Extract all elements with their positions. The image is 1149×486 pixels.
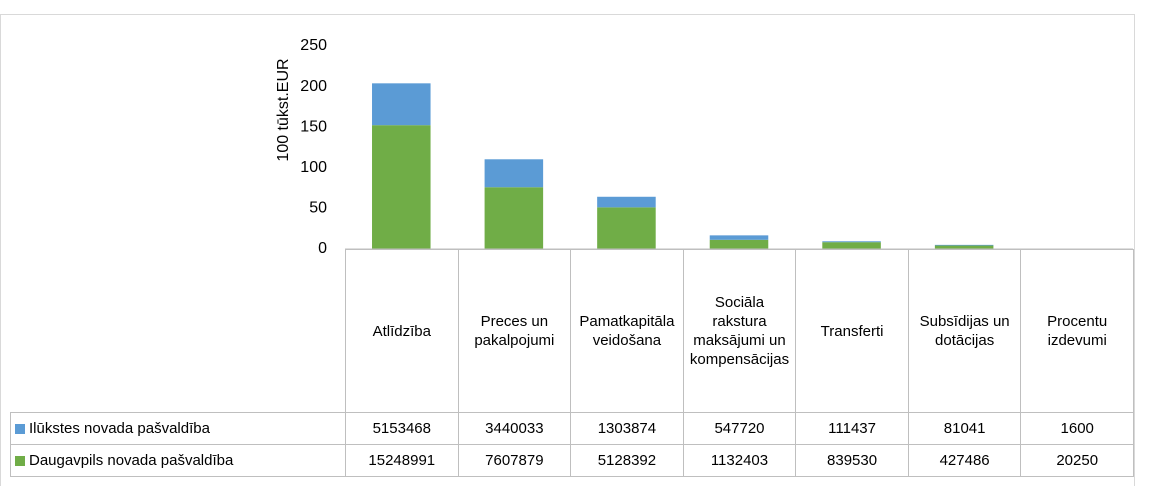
bar xyxy=(597,196,656,208)
bar xyxy=(822,241,881,243)
value-cell: 547720 xyxy=(682,412,797,445)
y-tick-label: 0 xyxy=(318,240,327,257)
category-cell: Atlīdzība xyxy=(345,249,459,413)
category-cell: Preces un pakalpojumi xyxy=(457,249,572,413)
bar xyxy=(597,207,656,249)
value-cell: 1132403 xyxy=(682,444,797,477)
category-cell: Sociāla rakstura maksājumi un kompensāci… xyxy=(682,249,797,413)
category-cell: Procentu izdevumi xyxy=(1020,249,1134,413)
category-cell: Subsīdijas un dotācijas xyxy=(907,249,1022,413)
legend-label: Daugavpils novada pašvaldība xyxy=(29,452,234,469)
y-tick-label: 100 xyxy=(300,159,327,176)
value-cell: 20250 xyxy=(1020,444,1134,477)
legend-swatch xyxy=(15,423,25,434)
value-cell: 15248991 xyxy=(345,444,459,477)
y-tick-label: 150 xyxy=(300,118,327,135)
value-cell: 111437 xyxy=(795,412,909,445)
legend-label: Ilūkstes novada pašvaldība xyxy=(29,420,210,437)
bar xyxy=(372,83,431,126)
bar xyxy=(934,244,994,246)
value-cell: 3440033 xyxy=(457,412,572,445)
value-cell: 427486 xyxy=(907,444,1022,477)
value-cell: 1303874 xyxy=(570,412,684,445)
value-cell: 5128392 xyxy=(570,444,684,477)
value-cell: 7607879 xyxy=(457,444,572,477)
category-cell: Pamatkapitāla veidošana xyxy=(570,249,684,413)
value-cell: 5153468 xyxy=(345,412,459,445)
value-cell: 81041 xyxy=(907,412,1022,445)
y-axis-label: 100 tūkst.EUR xyxy=(275,58,292,161)
legend-cell: Ilūkstes novada pašvaldība xyxy=(10,412,346,445)
category-cell: Transferti xyxy=(795,249,909,413)
bar xyxy=(484,159,544,188)
bar xyxy=(484,187,544,249)
legend-swatch xyxy=(15,455,25,466)
bar xyxy=(709,239,769,249)
bar xyxy=(709,235,769,240)
bar xyxy=(934,245,994,249)
bar xyxy=(822,242,881,249)
y-tick-label: 250 xyxy=(300,37,327,54)
value-cell: 839530 xyxy=(795,444,909,477)
y-tick-label: 50 xyxy=(309,200,327,217)
value-cell: 1600 xyxy=(1020,412,1134,445)
y-tick-label: 200 xyxy=(300,78,327,95)
bar xyxy=(372,125,431,249)
legend-cell: Daugavpils novada pašvaldība xyxy=(10,444,346,477)
frame xyxy=(0,14,1135,486)
